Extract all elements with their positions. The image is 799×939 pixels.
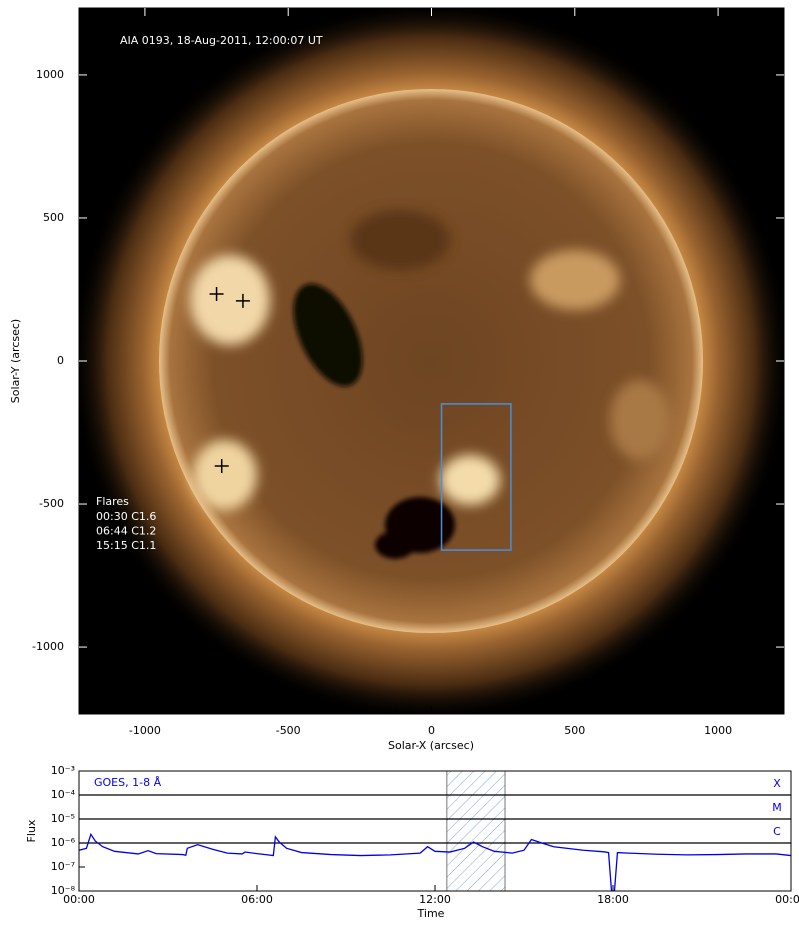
x-axis-label: Solar-X (arcsec) (388, 739, 474, 752)
y-tick-label: 10⁻⁶ (51, 836, 76, 849)
y-axis-label: Flux (25, 819, 38, 842)
shaded-region (446, 770, 506, 892)
flux-line (79, 832, 791, 891)
y-tick-label: 500 (43, 211, 64, 224)
x-tick-label: 18:00 (597, 893, 629, 906)
y-tick-label: 10⁻⁷ (51, 860, 75, 873)
image-annotation: AIA 0193, 18-Aug-2011, 12:00:07 UT (120, 34, 323, 47)
class-level-label: M (772, 801, 782, 814)
x-tick-label: 12:00 (419, 893, 451, 906)
y-axis-label: Solar-Y (arcsec) (9, 319, 22, 403)
y-tick-label: 1000 (36, 68, 64, 81)
coronal-holes (293, 283, 455, 559)
x-tick-label: 1000 (704, 724, 732, 737)
y-tick-label: -500 (39, 497, 64, 510)
y-tick-label: 10⁻⁴ (51, 788, 76, 801)
solar-disk (159, 89, 703, 633)
flare-entry: 00:30 C1.6 (96, 510, 156, 523)
x-tick-label: 0 (428, 724, 435, 737)
y-tick-label: 10⁻⁸ (51, 884, 76, 897)
x-tick-label: 00:00 (775, 893, 799, 906)
active-regions (190, 210, 670, 510)
y-tick-label: 10⁻⁵ (51, 812, 75, 825)
y-tick-label: 0 (57, 354, 64, 367)
solar-image (79, 8, 784, 714)
x-tick-label: -1000 (129, 724, 161, 737)
flare-marker (209, 287, 224, 302)
y-tick-label: 10⁻³ (51, 764, 75, 777)
x-axis-label: Time (417, 907, 445, 920)
x-tick-label: 06:00 (241, 893, 273, 906)
legend-label: GOES, 1-8 Å (94, 776, 162, 789)
flare-marker (235, 293, 250, 308)
x-tick-label: 500 (564, 724, 585, 737)
flares-title: Flares (96, 495, 129, 508)
x-tick-label: -500 (276, 724, 301, 737)
flare-entry: 06:44 C1.2 (96, 525, 156, 538)
flare-entry: 15:15 C1.1 (96, 539, 156, 552)
goes-plot-background (79, 771, 791, 891)
class-level-label: C (773, 825, 781, 838)
region-box (440, 403, 512, 551)
flare-marker (214, 458, 229, 473)
class-level-label: X (773, 777, 781, 790)
x-tick-label: 00:00 (63, 893, 95, 906)
y-tick-label: -1000 (32, 640, 64, 653)
